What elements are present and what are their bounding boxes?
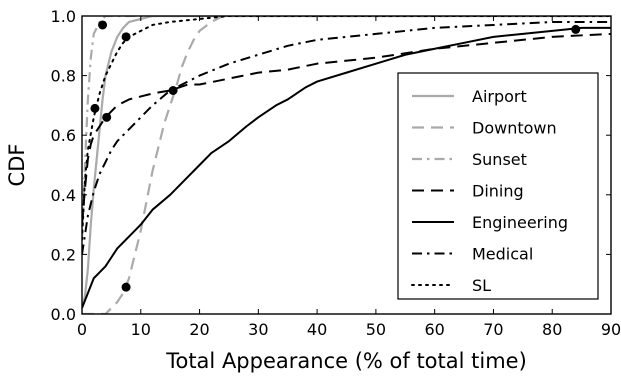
series-line-dining [82, 32, 611, 225]
data-marker-4 [168, 86, 178, 95]
y-axis-title: CDF [5, 144, 29, 187]
y-tick-label: 0.8 [51, 67, 76, 86]
legend-label-dining: Dining [472, 182, 524, 201]
x-tick-label: 20 [189, 320, 209, 339]
series-line-medical [82, 20, 611, 255]
data-marker-0 [98, 20, 108, 30]
data-marker-5 [121, 282, 131, 292]
y-tick-label: 0.0 [51, 305, 76, 324]
x-tick-label: 80 [542, 320, 562, 339]
plot-frame [81, 15, 612, 315]
series-line-airport [82, 16, 611, 309]
data-marker-1 [121, 32, 131, 42]
marker-layer [90, 20, 581, 292]
legend-label-downtown: Downtown [472, 119, 557, 138]
data-marker-6 [571, 24, 581, 34]
x-tick-label: 10 [131, 320, 151, 339]
legend-label-medical: Medical [472, 245, 533, 264]
series-line-sl [82, 16, 611, 241]
series-layer [82, 16, 611, 314]
x-tick-label: 70 [483, 320, 503, 339]
y-tick-label: 0.4 [51, 186, 76, 205]
legend-label-sunset: Sunset [472, 150, 527, 169]
x-tick-label: 0 [77, 320, 87, 339]
series-line-sunset [82, 16, 611, 240]
legend-label-sl: SL [472, 276, 491, 295]
x-tick-label: 30 [248, 320, 268, 339]
series-line-downtown [82, 16, 611, 314]
y-axis-ticks: 0.0 0.2 0.4 0.6 0.8 1.0 [51, 7, 611, 324]
x-tick-label: 60 [424, 320, 444, 339]
x-tick-label: 90 [601, 320, 621, 339]
y-tick-label: 1.0 [51, 7, 76, 26]
series-line-engineering [82, 26, 611, 309]
y-tick-label: 0.2 [51, 245, 76, 264]
legend-box [397, 72, 599, 300]
y-tick-label: 0.6 [51, 126, 76, 145]
data-marker-2 [90, 103, 100, 113]
x-axis-title: Total Appearance (% of total time) [165, 349, 527, 373]
x-tick-label: 40 [307, 320, 327, 339]
legend: Airport Downtown Sunset Dining Engineering Me… [397, 72, 599, 300]
data-marker-3 [102, 112, 112, 122]
legend-label-airport: Airport [472, 87, 527, 106]
x-axis-ticks: 0 10 20 30 40 50 60 70 80 90 [77, 16, 621, 339]
legend-label-engineering: Engineering [472, 213, 568, 232]
x-tick-label: 50 [366, 320, 386, 339]
